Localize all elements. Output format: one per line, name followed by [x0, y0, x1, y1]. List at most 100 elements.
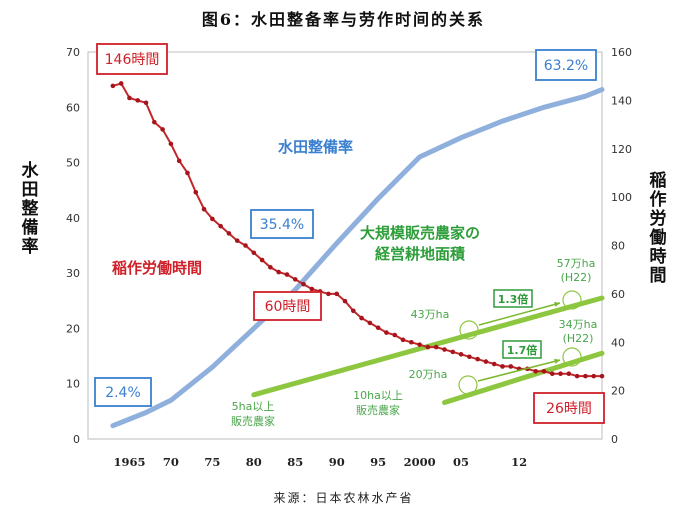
label-26h-box — [533, 392, 605, 424]
right-tick-label: 120 — [611, 143, 632, 156]
rice-hours-point — [409, 339, 414, 345]
label-34ha-sub: (H22) — [563, 332, 594, 345]
rice-hours-point — [160, 127, 165, 132]
left-axis-label: 水田整備率 — [21, 161, 39, 257]
rice-hours-point — [350, 308, 356, 314]
x-tick-label: 90 — [329, 455, 345, 469]
left-tick-label: 30 — [66, 267, 80, 280]
series-label-farm-1: 大規模販売農家の — [360, 224, 480, 242]
rice-hours-point — [400, 337, 406, 343]
label-10ha-1: 10ha以上 — [353, 389, 403, 402]
label-63-2pct-box — [535, 49, 597, 81]
rice-hours-point — [583, 373, 588, 379]
rice-hours-point — [243, 243, 248, 248]
label-57ha-sub: (H22) — [561, 271, 592, 284]
right-tick-label: 40 — [611, 336, 625, 349]
left-tick-label: 50 — [66, 157, 80, 170]
rice-hours-point — [375, 325, 381, 331]
rice-hours-point — [276, 269, 281, 275]
right-tick-label: 20 — [611, 385, 625, 398]
right-tick-label: 80 — [611, 240, 625, 253]
figure-title: 图6：水田整备率与劳作时间的关系 — [201, 10, 486, 29]
x-tick-label: 05 — [453, 455, 469, 469]
rice-hours-point — [599, 373, 605, 379]
rice-hours-point — [483, 359, 489, 364]
multiplier-17-box — [502, 340, 542, 359]
rice-hours-point — [284, 272, 290, 277]
rice-hours-point — [127, 95, 132, 101]
label-60h: 60時間 — [265, 299, 311, 315]
right-tick-label: 140 — [611, 94, 632, 107]
left-tick-label: 40 — [66, 212, 80, 225]
rice-hours-point — [558, 371, 563, 376]
rice-hours-point — [168, 141, 174, 147]
series-line-rice-hours — [112, 82, 602, 378]
marker-20ha — [458, 375, 478, 395]
x-tick-label: 12 — [511, 455, 527, 469]
right-axis-label: 稲作労働時間 — [649, 171, 667, 286]
rice-hours-point — [433, 344, 439, 350]
arrow-13-head — [554, 301, 560, 307]
label-2-4pct: 2.4% — [105, 385, 141, 401]
rice-hours-point — [218, 223, 223, 229]
rice-hours-point — [342, 298, 348, 304]
rice-hours-point — [591, 373, 597, 379]
rice-hours-point — [467, 354, 472, 360]
rice-hours-point — [359, 315, 364, 321]
rice-hours-point — [210, 216, 215, 222]
rice-hours-point — [450, 349, 456, 355]
rice-hours-point — [135, 98, 141, 103]
series-line-paddy-rate — [110, 87, 605, 429]
rice-hours-point — [234, 238, 240, 243]
rice-hours-point — [392, 332, 398, 338]
rice-hours-point — [458, 352, 464, 357]
series-label-farm-2: 経営耕地面積 — [375, 245, 466, 263]
right-tick-label: 160 — [611, 46, 632, 59]
label-146h: 146時間 — [105, 52, 160, 68]
arrow-13 — [478, 302, 561, 326]
marker-43ha — [459, 320, 479, 340]
rice-hours-point — [574, 373, 580, 379]
x-tick-label: 70 — [163, 455, 179, 469]
rice-hours-point — [110, 83, 116, 89]
label-5ha-1: 5ha以上 — [232, 400, 275, 413]
label-63-2pct: 63.2% — [544, 58, 588, 74]
marker-57ha — [562, 290, 582, 310]
arrow-17 — [477, 359, 561, 382]
rice-hours-point — [143, 100, 149, 106]
label-35-4pct: 35.4% — [260, 217, 304, 233]
rice-hours-point — [425, 344, 431, 350]
rice-hours-point — [417, 342, 422, 347]
label-43ha: 43万ha — [411, 308, 450, 321]
plot-frame — [87, 51, 603, 440]
rice-hours-point — [549, 371, 555, 376]
rice-hours-point — [226, 231, 232, 236]
left-tick-label: 60 — [66, 101, 80, 114]
multiplier-13: 1.3倍 — [498, 292, 529, 306]
rice-hours-point — [292, 277, 298, 282]
multiplier-17: 1.7倍 — [507, 343, 538, 357]
label-57ha: 57万ha — [557, 257, 596, 270]
x-tick-label: 1965 — [113, 455, 145, 469]
rice-hours-point — [301, 281, 306, 287]
label-60h-box — [253, 291, 322, 321]
rice-hours-point — [508, 364, 514, 369]
rice-hours-point — [259, 257, 265, 263]
rice-hours-point — [541, 368, 547, 374]
marker-34ha — [562, 347, 582, 367]
right-tick-label: 60 — [611, 288, 625, 301]
x-tick-label: 2000 — [404, 455, 436, 469]
rice-hours-point — [334, 291, 340, 297]
rice-hours-point — [566, 371, 572, 376]
x-tick-label: 80 — [246, 455, 262, 469]
x-tick-label: 95 — [370, 455, 386, 469]
label-10ha-2: 販売農家 — [356, 403, 400, 417]
rice-hours-point — [176, 158, 182, 164]
left-tick-label: 10 — [66, 378, 80, 391]
left-tick-label: 20 — [66, 322, 80, 335]
rice-hours-point — [533, 368, 538, 374]
rice-hours-point — [500, 364, 505, 369]
rice-hours-point — [367, 320, 373, 326]
label-35-4pct-box — [250, 209, 314, 239]
